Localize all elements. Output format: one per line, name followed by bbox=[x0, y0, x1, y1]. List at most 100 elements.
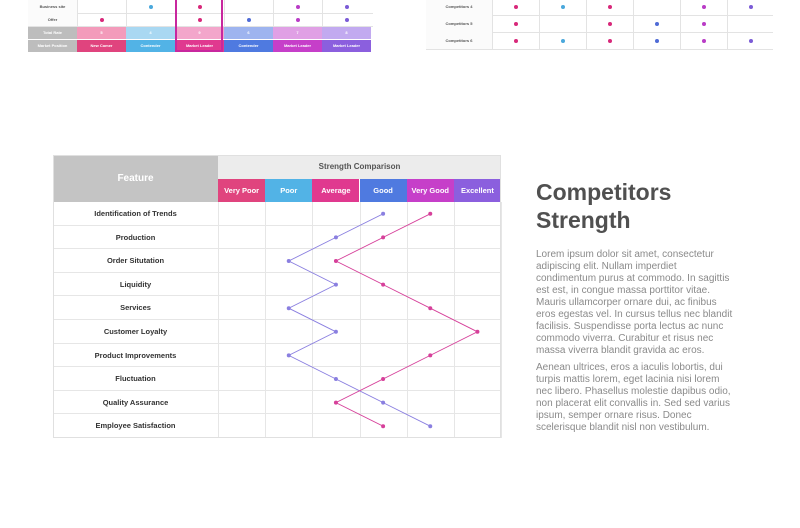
feature-row: Liquidity bbox=[53, 273, 501, 297]
total-rate-value: 4 bbox=[126, 27, 175, 39]
rating-dot bbox=[198, 18, 202, 22]
total-rate-label: Total Rate bbox=[28, 27, 77, 39]
top-right-table-cell bbox=[586, 15, 633, 32]
strength-point bbox=[333, 259, 338, 263]
feature-header: Feature bbox=[53, 155, 218, 202]
feature-row: Identification of Trends bbox=[53, 202, 501, 226]
feature-label: Identification of Trends bbox=[94, 209, 177, 218]
top-right-table-row: Competitors 4 bbox=[426, 0, 773, 16]
top-right-comparison-table: Competitors 4 Competitors 5 Competitors 6 bbox=[426, 0, 773, 53]
top-right-table-cell bbox=[633, 15, 680, 32]
total-rate-value: 8 bbox=[322, 27, 371, 39]
level-header-very-poor: Very Poor bbox=[218, 179, 266, 202]
strength-series-line bbox=[287, 213, 431, 427]
top-left-table-cell bbox=[77, 13, 127, 26]
competitor-label: Competitors 6 bbox=[426, 32, 492, 49]
feature-label: Liquidity bbox=[119, 279, 152, 289]
strength-point bbox=[381, 424, 386, 429]
competitor-label: Competitors 5 bbox=[426, 15, 492, 32]
top-right-table-row: Competitors 6 bbox=[426, 32, 773, 50]
strength-point bbox=[428, 211, 433, 216]
rating-dot bbox=[514, 22, 518, 26]
market-position-value: Market Leader bbox=[175, 40, 224, 52]
market-position-value: Market Leader bbox=[322, 40, 371, 52]
strength-point bbox=[333, 400, 338, 405]
top-right-table-cell bbox=[680, 15, 727, 32]
rating-dot bbox=[749, 5, 753, 9]
rating-dot bbox=[198, 5, 202, 9]
strength-point bbox=[381, 400, 386, 405]
rating-dot bbox=[749, 39, 753, 43]
level-header-poor: Poor bbox=[265, 179, 313, 202]
top-right-table-cell bbox=[539, 32, 586, 49]
rating-dot bbox=[296, 18, 300, 22]
strength-point bbox=[428, 353, 433, 358]
rating-dot bbox=[561, 5, 565, 9]
top-right-table-cell bbox=[492, 15, 539, 32]
feature-label: Employee Satisfaction bbox=[95, 421, 176, 431]
level-header-average: Average bbox=[312, 179, 360, 202]
top-right-table-cell bbox=[727, 32, 774, 49]
feature-label: Quality Assurance bbox=[102, 397, 169, 407]
feature-label: Order Situtation bbox=[106, 256, 165, 266]
grid-divider bbox=[218, 202, 219, 438]
top-left-row-label: Offer bbox=[28, 13, 77, 26]
feature-row: Order Situtation bbox=[53, 249, 501, 273]
top-right-table-cell bbox=[586, 0, 633, 15]
top-left-table-cell bbox=[322, 0, 372, 13]
feature-label: Services bbox=[120, 303, 151, 313]
feature-label: Product Improvements bbox=[94, 350, 177, 360]
top-right-table-cell bbox=[727, 15, 774, 32]
rating-dot bbox=[655, 39, 659, 43]
strength-point bbox=[381, 282, 386, 287]
feature-row: Quality Assurance bbox=[53, 391, 501, 415]
rating-dot bbox=[608, 5, 612, 9]
description-paragraph-1: Lorem ipsum dolor sit amet, consectetur … bbox=[536, 249, 733, 356]
feature-row: Product Improvements bbox=[53, 344, 501, 368]
rating-dot bbox=[247, 18, 251, 22]
top-left-table-cell bbox=[224, 0, 274, 13]
total-rate-value: 5 bbox=[77, 27, 126, 39]
top-left-row-label: Business site bbox=[28, 0, 77, 13]
rating-dot bbox=[149, 5, 153, 9]
page-title: Competitors Strength bbox=[536, 178, 766, 234]
strength-point bbox=[381, 377, 386, 381]
rating-dot bbox=[345, 18, 349, 22]
total-rate-value: 9 bbox=[175, 27, 224, 39]
rating-dot bbox=[702, 39, 706, 43]
top-left-table-cell bbox=[126, 0, 176, 13]
strength-point bbox=[333, 329, 338, 334]
top-left-table-row: Offer bbox=[28, 13, 373, 27]
total-rate-value: 7 bbox=[273, 27, 322, 39]
strength-point bbox=[475, 329, 480, 334]
top-right-table-cell bbox=[633, 32, 680, 49]
top-right-table-cell bbox=[586, 32, 633, 49]
top-right-table-cell bbox=[680, 0, 727, 15]
feature-row: Services bbox=[53, 296, 501, 320]
top-right-table-row: Competitors 5 bbox=[426, 15, 773, 33]
top-left-comparison-table: Business site Offer Total Rate 5 4 9 6 7 8 Market… bbox=[28, 0, 373, 53]
level-header-good: Good bbox=[359, 179, 407, 202]
rating-dot bbox=[514, 39, 518, 43]
strength-comparison-header: Strength Comparison bbox=[218, 155, 501, 179]
strength-point bbox=[333, 282, 338, 287]
feature-row: Production bbox=[53, 226, 501, 250]
rating-dot bbox=[296, 5, 300, 9]
rating-dot bbox=[608, 22, 612, 26]
market-position-value: New Comer bbox=[77, 40, 126, 52]
grid-divider bbox=[406, 202, 408, 438]
feature-label: Fluctuation bbox=[115, 374, 156, 384]
title-line-2: Strength bbox=[536, 207, 631, 233]
rating-dot bbox=[702, 5, 706, 9]
strength-point bbox=[333, 235, 338, 240]
competitor-label: Competitors 4 bbox=[426, 0, 492, 15]
market-position-value: Contender bbox=[126, 40, 175, 52]
grid-divider bbox=[501, 202, 503, 438]
top-left-table-cell bbox=[224, 13, 274, 26]
rating-dot bbox=[561, 39, 565, 43]
strength-point bbox=[286, 259, 291, 263]
title-line-1: Competitors bbox=[536, 179, 672, 205]
top-right-table-cell bbox=[492, 0, 539, 15]
top-left-table-cell bbox=[126, 13, 176, 26]
grid-divider bbox=[359, 202, 361, 438]
